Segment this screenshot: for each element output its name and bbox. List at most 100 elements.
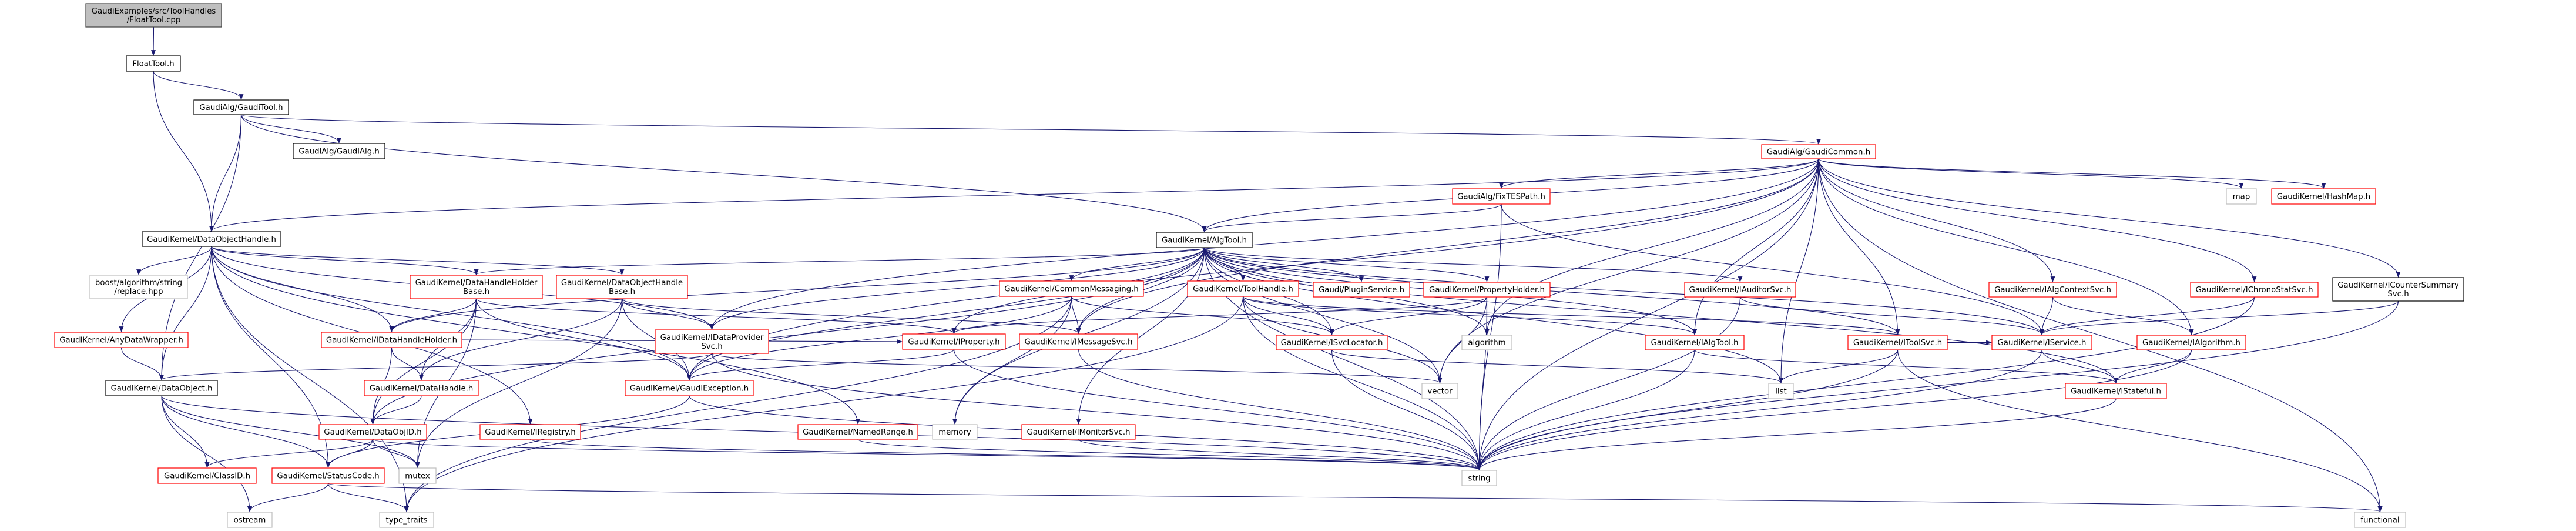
- edge-algtool-to-plugin: [1203, 247, 1364, 282]
- node-box: [227, 512, 273, 528]
- node-label: algorithm: [1468, 339, 1505, 348]
- node-box: [1276, 335, 1388, 350]
- edge-isvcloc-to-list: [1331, 349, 1783, 383]
- node-box: [1761, 144, 1876, 159]
- node-iproperty[interactable]: GaudiKernel/IProperty.h: [902, 333, 1006, 350]
- node-box: [157, 467, 257, 484]
- node-hashmap[interactable]: GaudiKernel/HashMap.h: [2271, 188, 2376, 205]
- node-gaudicommon[interactable]: GaudiAlg/GaudiCommon.h: [1761, 144, 1876, 159]
- edge-algtool-to-propholder: [1203, 247, 1490, 282]
- node-box: [126, 55, 181, 72]
- node-istateful[interactable]: GaudiKernel/IStateful.h: [2065, 383, 2167, 399]
- edge-datahandle-to-dataobjid: [370, 395, 422, 425]
- node-statuscode[interactable]: GaudiKernel/StatusCode.h: [271, 467, 385, 484]
- node-dataobjid[interactable]: GaudiKernel/DataObjID.h: [318, 424, 427, 440]
- node-iauditor[interactable]: GaudiKernel/IAuditorSvc.h: [1684, 282, 1796, 298]
- node-datahandle[interactable]: GaudiKernel/DataHandle.h: [364, 380, 479, 396]
- edge-dhhb-to-iproperty: [475, 298, 957, 334]
- node-label: GaudiKernel/IStateful.h: [2071, 388, 2161, 396]
- node-box: [2226, 188, 2257, 205]
- edge-cpp-to-floath: [151, 26, 156, 56]
- node-box: [1156, 232, 1253, 248]
- node-gaudialg[interactable]: GaudiAlg/GaudiAlg.h: [293, 143, 385, 159]
- edge-itoolsvc-to-functional: [1897, 349, 2383, 512]
- node-gexc[interactable]: GaudiKernel/GaudiException.h: [625, 380, 754, 396]
- edge-istateful-to-string: [1477, 398, 2117, 470]
- node-label: GaudiKernel/DataObjectHandle: [561, 279, 683, 288]
- node-namedrange[interactable]: GaudiKernel/NamedRange.h: [797, 424, 918, 440]
- node-label: GaudiKernel/HashMap.h: [2277, 193, 2371, 202]
- edge-idhh-to-datahandle: [391, 347, 424, 380]
- node-label: Gaudi/PluginService.h: [1319, 286, 1404, 295]
- edge-dataobjid-to-mutex: [372, 439, 420, 468]
- node-label: type_traits: [385, 516, 427, 525]
- node-label: GaudiKernel/IChronoStatSvc.h: [2195, 286, 2313, 295]
- node-functional: functional: [2354, 512, 2406, 528]
- edge-commsg-to-typetraits: [404, 296, 1072, 512]
- edge-algtool-to-commsg: [1069, 247, 1205, 281]
- node-boost: boost/algorithm/string/replace.hpp: [89, 275, 188, 299]
- node-iregistry[interactable]: GaudiKernel/IRegistry.h: [479, 424, 581, 440]
- node-plugin[interactable]: Gaudi/PluginService.h: [1313, 282, 1410, 298]
- edge-floath-to-gauditool: [153, 71, 244, 100]
- node-label: GaudiAlg/FixTESPath.h: [1457, 193, 1545, 202]
- node-mutex: mutex: [398, 467, 437, 484]
- node-label: GaudiKernel/AlgTool.h: [1162, 236, 1247, 245]
- node-label: GaudiAlg/GaudiCommon.h: [1767, 148, 1870, 157]
- edge-gaudicommon-to-fixtes: [1499, 158, 1819, 189]
- edge-toolhandle-to-string: [1242, 296, 1482, 470]
- node-propholder[interactable]: GaudiKernel/PropertyHolder.h: [1423, 282, 1551, 298]
- node-doh[interactable]: GaudiKernel/DataObjectHandle.h: [142, 231, 281, 247]
- node-label: list: [1775, 388, 1787, 396]
- node-ialgctx[interactable]: GaudiKernel/IAlgContextSvc.h: [1988, 282, 2117, 298]
- node-iservice[interactable]: GaudiKernel/IService.h: [1991, 335, 2092, 350]
- node-commsg[interactable]: GaudiKernel/CommonMessaging.h: [999, 280, 1144, 297]
- node-label: GaudiKernel/IAlgContextSvc.h: [1994, 286, 2111, 295]
- node-toolhandle[interactable]: GaudiKernel/ToolHandle.h: [1187, 280, 1299, 297]
- node-label: GaudiKernel/DataHandleHolder: [415, 279, 538, 288]
- node-ichrono[interactable]: GaudiKernel/IChronoStatSvc.h: [2190, 282, 2319, 298]
- edge-commsg-to-imsgsvc: [1071, 296, 1081, 334]
- edge-iservice-to-string: [1477, 349, 2042, 470]
- node-label: GaudiKernel/IRegistry.h: [485, 428, 575, 437]
- edge-gaudicommon-to-ialgtool: [1692, 158, 1819, 335]
- node-imonitor[interactable]: GaudiKernel/IMonitorSvc.h: [1021, 424, 1136, 440]
- edge-commsg-to-gexc: [687, 296, 1072, 380]
- node-imsgsvc[interactable]: GaudiKernel/IMessageSvc.h: [1019, 333, 1138, 350]
- node-box: [1019, 333, 1138, 350]
- edge-ialgorithm-to-istateful: [2114, 349, 2192, 383]
- node-ialgorithm[interactable]: GaudiKernel/IAlgorithm.h: [2136, 335, 2246, 350]
- node-anydw[interactable]: GaudiKernel/AnyDataWrapper.h: [54, 332, 189, 348]
- node-itoolsvc[interactable]: GaudiKernel/IToolSvc.h: [1847, 335, 1948, 350]
- edge-dohb-to-idps: [621, 298, 715, 330]
- node-fixtes[interactable]: GaudiAlg/FixTESPath.h: [1452, 188, 1551, 205]
- node-floath[interactable]: FloatTool.h: [126, 55, 181, 72]
- node-box: [1461, 470, 1497, 486]
- node-idhh[interactable]: GaudiKernel/IDataHandleHolder.h: [321, 332, 462, 348]
- node-label: FloatTool.h: [132, 60, 174, 69]
- edge-iproperty-to-string: [953, 349, 1482, 470]
- edge-dohb-to-imsgsvc: [621, 298, 1081, 334]
- edge-doh-to-dohb: [211, 246, 625, 275]
- node-gauditool[interactable]: GaudiAlg/GaudiTool.h: [193, 99, 289, 115]
- node-box: [364, 380, 479, 396]
- node-algtool[interactable]: GaudiKernel/AlgTool.h: [1156, 232, 1253, 248]
- node-classid[interactable]: GaudiKernel/ClassID.h: [157, 467, 257, 484]
- edge-doh-to-typetraits: [211, 246, 409, 512]
- node-isvcloc[interactable]: GaudiKernel/ISvcLocator.h: [1276, 335, 1388, 350]
- edge-gaudicommon-to-idps: [709, 158, 1819, 330]
- edge-icounter-to-iservice: [2040, 300, 2399, 335]
- node-ialgtool[interactable]: GaudiKernel/IAlgTool.h: [1645, 335, 1745, 350]
- edge-isvcloc-to-string: [1331, 349, 1482, 470]
- node-list: list: [1768, 383, 1794, 399]
- edge-idps-to-dataobject: [159, 353, 713, 380]
- node-dataobject[interactable]: GaudiKernel/DataObject.h: [105, 380, 218, 396]
- edge-gaudicommon-to-itoolsvc: [1818, 158, 1900, 335]
- edge-dataobjid-to-classid: [204, 439, 374, 468]
- edge-gauditool-to-algtool: [240, 114, 1207, 232]
